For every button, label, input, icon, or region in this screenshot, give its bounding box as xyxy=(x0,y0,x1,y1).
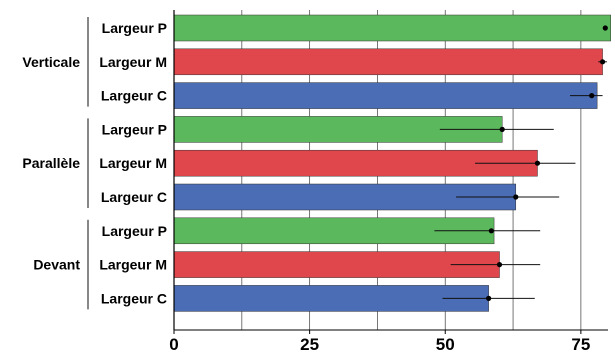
category-label-halo: Largeur C xyxy=(101,88,167,104)
x-tick-label: 0 xyxy=(169,335,178,354)
bar xyxy=(173,285,489,312)
group-label: Parallèle xyxy=(22,155,80,171)
category-label-halo: Largeur C xyxy=(101,189,167,205)
category-label: Largeur C xyxy=(101,189,167,205)
x-tick-label-halo: 50 xyxy=(436,335,455,354)
group-label: Devant xyxy=(33,257,80,273)
point-marker xyxy=(499,126,505,132)
error-bars xyxy=(434,25,608,301)
category-label: Largeur P xyxy=(102,121,167,137)
category-label: Largeur M xyxy=(99,54,167,70)
category-label: Largeur M xyxy=(99,155,167,171)
x-tick-label: 75 xyxy=(571,335,590,354)
category-label-halo: Largeur P xyxy=(102,20,167,36)
x-tick-label: 25 xyxy=(300,335,319,354)
bar xyxy=(173,82,598,109)
group-label-halo: Devant xyxy=(33,257,80,273)
category-label: Largeur C xyxy=(101,290,167,306)
category-label-halo: Largeur M xyxy=(99,54,167,70)
group-label-halo: Parallèle xyxy=(22,155,80,171)
point-marker xyxy=(486,295,492,301)
category-label-halo: Largeur M xyxy=(99,155,167,171)
category-label: Largeur P xyxy=(102,223,167,239)
category-label: Largeur P xyxy=(102,20,167,36)
bar xyxy=(173,251,500,278)
point-marker xyxy=(534,160,541,166)
labels: Largeur P Largeur P Largeur M Largeur M Larg… xyxy=(20,17,169,310)
group-label-halo: Verticale xyxy=(22,54,80,70)
category-label: Largeur M xyxy=(99,257,167,273)
point-marker xyxy=(599,59,606,65)
category-label-halo: Largeur P xyxy=(102,223,167,239)
point-marker xyxy=(513,194,519,200)
bar xyxy=(173,48,603,76)
x-tick-label-halo: 25 xyxy=(300,335,319,354)
point-marker xyxy=(496,262,503,268)
category-label-halo: Largeur M xyxy=(99,257,167,273)
category-label-halo: Largeur C xyxy=(101,290,167,306)
category-label-halo: Largeur P xyxy=(102,121,167,137)
x-tick-label: 50 xyxy=(436,335,455,354)
x-tick-label-halo: 0 xyxy=(169,335,178,354)
x-tick-label-halo: 75 xyxy=(571,335,590,354)
point-marker xyxy=(488,228,494,234)
category-label: Largeur C xyxy=(101,88,167,104)
point-marker xyxy=(602,25,608,31)
bars xyxy=(173,14,611,312)
bar xyxy=(173,14,611,42)
point-marker xyxy=(589,93,595,99)
group-label: Verticale xyxy=(22,54,80,70)
